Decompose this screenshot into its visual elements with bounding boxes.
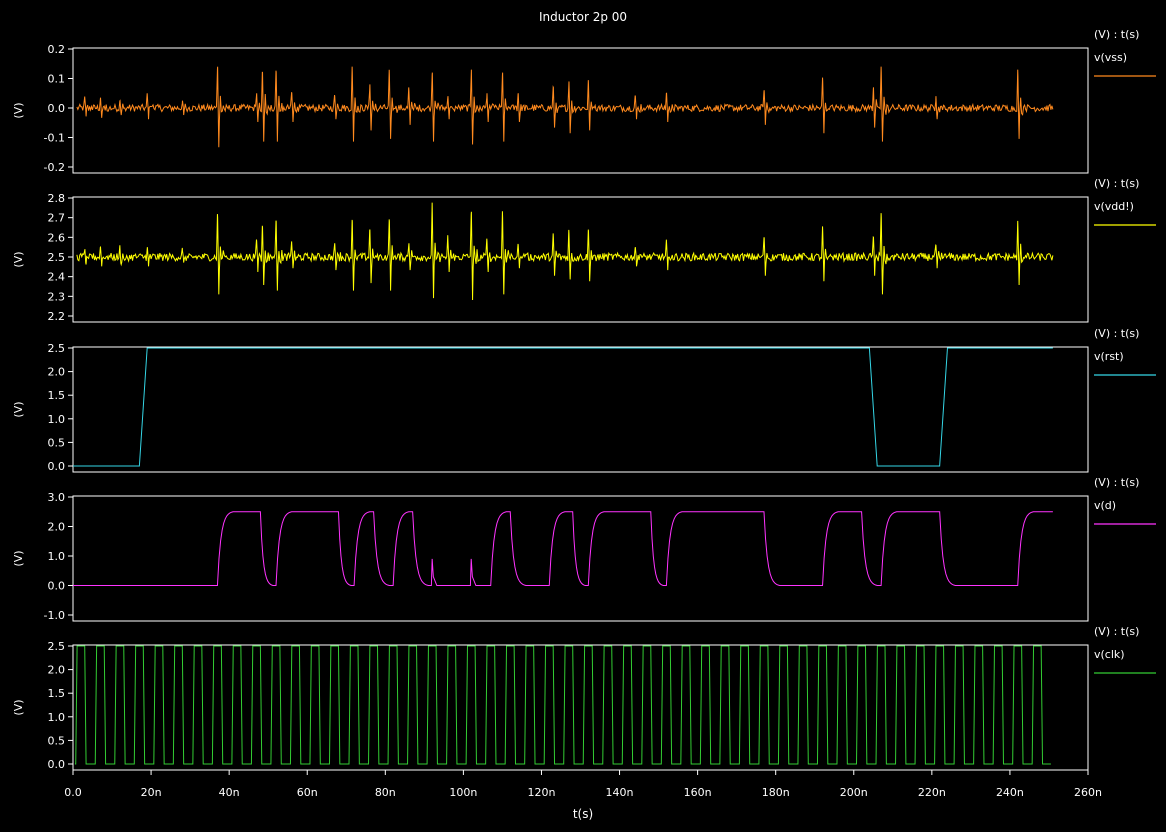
panel-header: (V) : t(s) <box>1094 476 1139 489</box>
y-tick-label: 2.3 <box>48 290 66 303</box>
y-tick-label: 1.0 <box>48 413 66 426</box>
x-tick-label: 160n <box>684 786 712 799</box>
panel-header: (V) : t(s) <box>1094 28 1139 41</box>
waveform-trace <box>73 347 1053 467</box>
y-tick-label: 2.0 <box>48 664 66 677</box>
y-tick-label: 0.0 <box>48 460 66 473</box>
legend-label: v(clk) <box>1094 648 1125 661</box>
waveform-panel: 0.2 0.1 0.0 -0.1 -0.2 (V) (V) : t(s) v(vss) <box>12 28 1156 174</box>
x-axis-label: t(s) <box>573 807 593 821</box>
waveform-trace <box>73 511 1053 586</box>
legend-label: v(d) <box>1094 499 1116 512</box>
x-tick-label: 0.0 <box>64 786 82 799</box>
panel-frame <box>72 644 1089 771</box>
x-tick-label: 100n <box>449 786 477 799</box>
y-tick-label: 2.4 <box>48 271 66 284</box>
y-tick-label: 0.2 <box>48 43 66 56</box>
x-tick-label: 60n <box>297 786 318 799</box>
legend-label: v(rst) <box>1094 350 1124 363</box>
y-tick-label: 1.5 <box>48 389 66 402</box>
y-tick-label: 2.5 <box>48 640 66 653</box>
y-tick-label: -0.1 <box>44 132 65 145</box>
waveform-panel: 3.0 2.0 1.0 0.0 -1.0 (V) (V) : t(s) v(d) <box>12 476 1156 622</box>
y-tick-label: 2.7 <box>48 212 66 225</box>
y-tick-label: 2.5 <box>48 251 66 264</box>
y-tick-label: 3.0 <box>48 491 66 504</box>
waveform-panel: 2.8 2.7 2.6 2.5 2.4 2.3 2.2 (V) (V) : t(s) v(vdd!… <box>12 177 1156 323</box>
panel-frame <box>72 47 1089 174</box>
x-tick-label: 260n <box>1074 786 1102 799</box>
x-tick-label: 40n <box>219 786 240 799</box>
x-tick-label: 140n <box>606 786 634 799</box>
y-tick-label: 2.0 <box>48 366 66 379</box>
y-tick-label: 0.0 <box>48 758 66 771</box>
x-tick-label: 180n <box>762 786 790 799</box>
y-tick-label: 1.5 <box>48 687 66 700</box>
x-tick-label: 220n <box>918 786 946 799</box>
legend-label: v(vdd!) <box>1094 200 1134 213</box>
waveform-panel: 2.5 2.0 1.5 1.0 0.5 0.0 (V) (V) : t(s) v(clk) <box>12 625 1156 771</box>
x-tick-label: 80n <box>375 786 396 799</box>
x-tick-label: 20n <box>141 786 162 799</box>
x-axis: 0.0 20n 40n 60n 80n 100n 120n 140n 160n 180n 200n 2… <box>64 770 1102 799</box>
y-tick-label: 0.1 <box>48 73 66 86</box>
panel-header: (V) : t(s) <box>1094 625 1139 638</box>
y-axis-label: (V) <box>12 102 25 118</box>
waveform-trace <box>76 66 1054 148</box>
y-tick-label: 2.0 <box>48 521 66 534</box>
chart-title: Inductor 2p 00 <box>539 10 627 24</box>
y-axis-label: (V) <box>12 251 25 267</box>
y-tick-label: 2.5 <box>48 342 66 355</box>
y-tick-label: 0.0 <box>48 102 66 115</box>
y-tick-label: 2.8 <box>48 192 66 205</box>
panel-frame <box>72 196 1089 323</box>
panel-frame <box>72 346 1089 473</box>
y-axis-label: (V) <box>12 401 25 417</box>
y-tick-label: 0.5 <box>48 436 66 449</box>
y-tick-label: 1.0 <box>48 550 66 563</box>
panel-frame <box>72 495 1089 622</box>
y-tick-label: -1.0 <box>44 609 65 622</box>
y-tick-label: 2.6 <box>48 231 66 244</box>
x-tick-label: 200n <box>840 786 868 799</box>
x-tick-label: 240n <box>996 786 1024 799</box>
y-tick-label: 2.2 <box>48 310 66 323</box>
y-tick-label: 0.0 <box>48 580 66 593</box>
waveform-panel: 2.5 2.0 1.5 1.0 0.5 0.0 (V) (V) : t(s) v(rst) <box>12 327 1156 473</box>
waveform-trace <box>74 645 1051 765</box>
waveform-trace <box>76 202 1054 300</box>
y-tick-label: 0.5 <box>48 734 66 747</box>
y-tick-label: 1.0 <box>48 711 66 724</box>
y-axis-label: (V) <box>12 550 25 566</box>
panel-header: (V) : t(s) <box>1094 327 1139 340</box>
y-axis-label: (V) <box>12 699 25 715</box>
y-tick-label: -0.2 <box>44 161 65 174</box>
panel-header: (V) : t(s) <box>1094 177 1139 190</box>
x-tick-label: 120n <box>527 786 555 799</box>
legend-label: v(vss) <box>1094 51 1127 64</box>
